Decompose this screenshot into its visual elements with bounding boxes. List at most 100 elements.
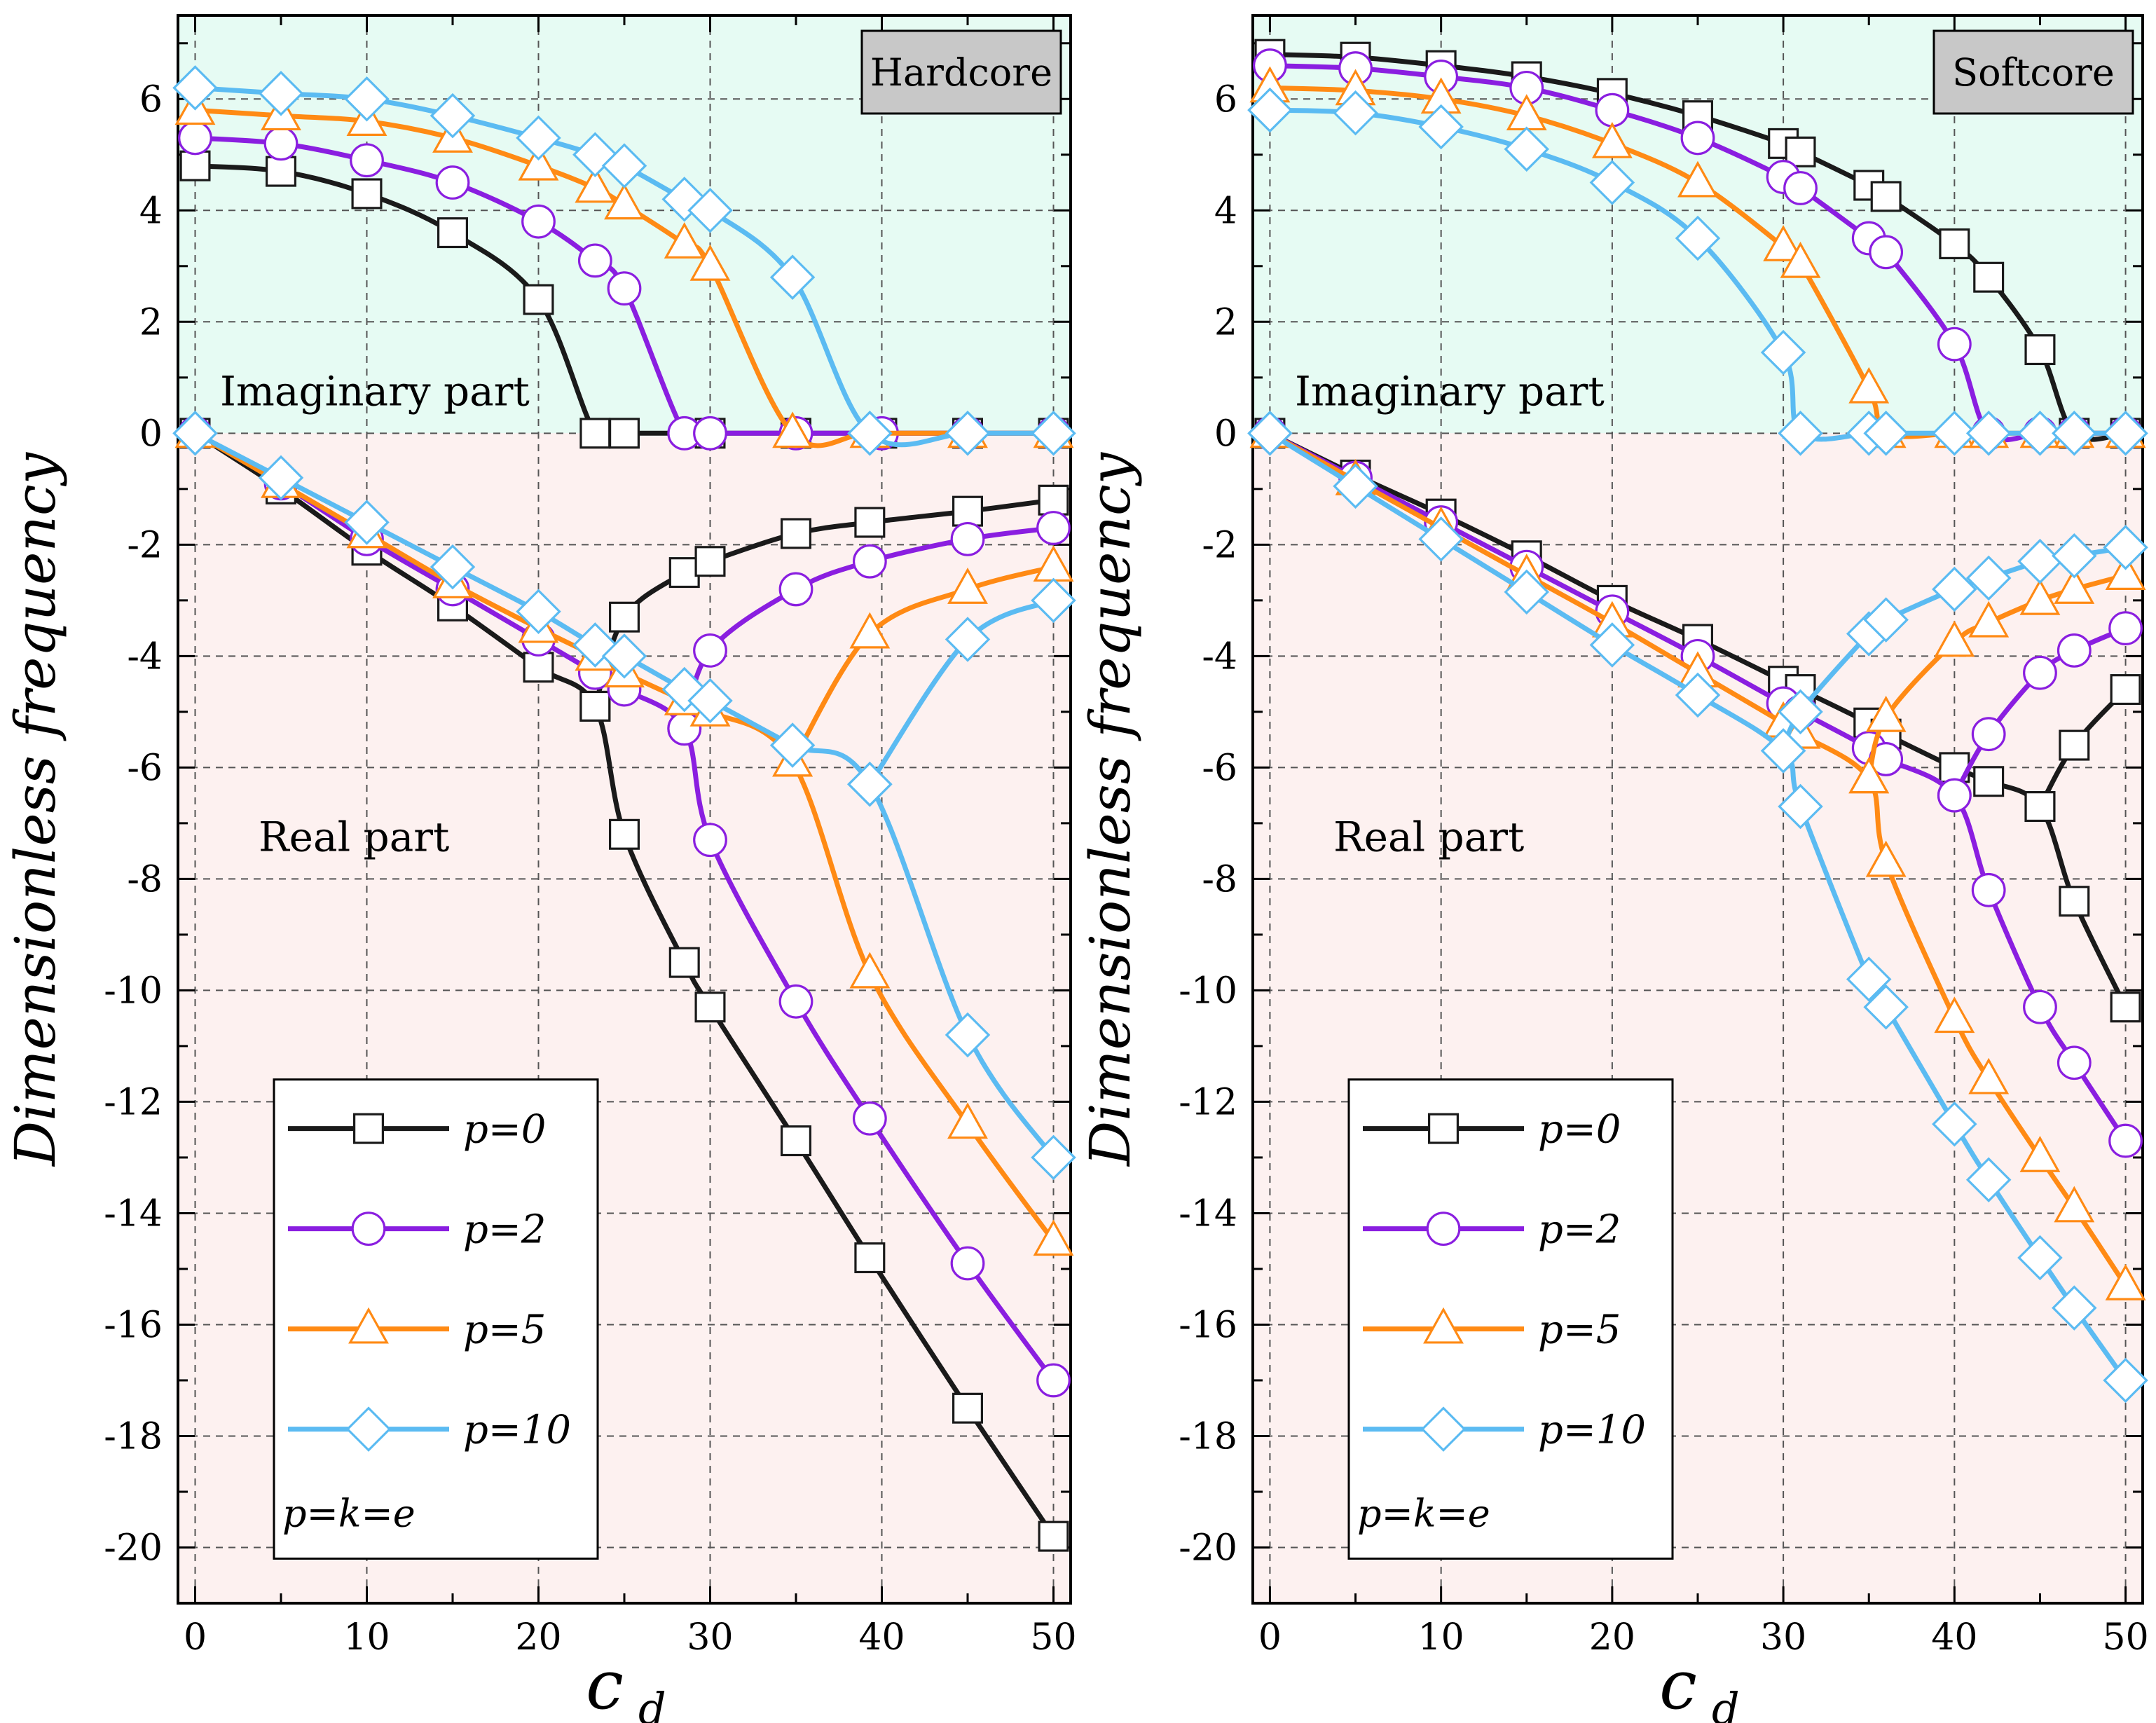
data-point-diamond-3-imag-1	[258, 71, 304, 116]
y-tick-label: 4	[139, 190, 163, 232]
data-point-square-0-real_upper-7	[1038, 484, 1069, 516]
x-tick-label: 10	[343, 1616, 390, 1659]
data-point-triangle-2-imag-6	[604, 183, 645, 220]
y-tick-label: -2	[127, 524, 163, 566]
x-tick-label: 20	[1589, 1616, 1635, 1659]
y-tick-label: 6	[1214, 78, 1237, 121]
x-tick-label: 10	[1418, 1616, 1464, 1659]
data-point-diamond-legend-3	[345, 1406, 392, 1452]
y-tick-label: -10	[104, 970, 163, 1012]
data-point-diamond-3-real_lower-12	[1031, 1134, 1076, 1181]
data-point-diamond-3-imag-14	[2103, 411, 2148, 456]
data-point-diamond-3-real_lower-1	[258, 455, 304, 501]
real-part-label: Real part	[1333, 814, 1524, 861]
data-point-square-0-real_upper-5	[854, 507, 886, 538]
data-point-circle-1-real_lower-13	[2057, 1045, 2092, 1080]
y-tick-label: -14	[104, 1193, 163, 1235]
data-point-circle-1-imag-7	[1783, 171, 1818, 205]
panel-softcore: 0 10 20 30 40 506420-2-4-6-8-10-12-14-16-18-2…	[1078, 14, 2149, 1723]
data-point-diamond-3-real_lower-6	[601, 633, 647, 679]
data-point-diamond-3-imag-1	[1333, 90, 1378, 136]
data-point-diamond-3-imag-2	[1418, 104, 1464, 150]
data-point-diamond-3-real_upper-7	[2052, 533, 2097, 579]
panel-tag-box	[1932, 29, 2134, 115]
data-point-square-0-real_upper-0	[2024, 791, 2056, 823]
data-point-triangle-2-imag-8	[1848, 366, 1890, 404]
data-point-diamond-3-real_lower-8	[687, 678, 733, 724]
legend-entry-label: p=10	[1538, 1408, 1646, 1453]
y-axis-title: Dimensionless frequency	[3, 451, 68, 1167]
panel-tag: Hardcore	[860, 29, 1062, 115]
data-point-square-0-imag-7	[1785, 136, 1816, 167]
legend-entry-label: p=2	[463, 1207, 546, 1253]
data-point-triangle-2-real_lower-12	[2019, 1136, 2061, 1172]
data-point-triangle-2-imag-7	[664, 222, 705, 259]
data-point-square-0-real_lower-14	[2110, 991, 2141, 1023]
series-p-10	[1247, 87, 2148, 1403]
data-point-circle-1-real_upper-5	[1036, 511, 1071, 545]
y-tick-label: -16	[104, 1304, 163, 1346]
data-point-circle-1-real_upper-0	[1937, 778, 1972, 813]
x-tick-label: 30	[1760, 1616, 1806, 1659]
data-point-circle-1-imag-3	[435, 165, 470, 200]
data-point-triangle-2-real_upper-3	[1968, 600, 2010, 638]
y-tick-label: -12	[104, 1081, 163, 1123]
data-point-triangle-2-imag-4	[518, 144, 559, 181]
data-point-diamond-3-real_upper-1	[1778, 689, 1823, 735]
real-part-label: Real part	[259, 814, 449, 861]
x-axis-title-main: c	[1659, 1646, 1697, 1723]
data-point-square-0-real_lower-7	[668, 947, 700, 978]
data-point-triangle-legend-2	[1423, 1307, 1464, 1344]
data-point-diamond-3-real_lower-0	[1247, 411, 1293, 456]
data-point-diamond-3-real_lower-2	[1418, 516, 1464, 562]
data-point-square-0-real_upper-6	[952, 495, 983, 527]
data-point-diamond-3-real_upper-4	[1932, 566, 1977, 612]
data-point-triangle-2-real_lower-10	[1934, 996, 1975, 1034]
data-point-square-legend-0	[353, 1113, 385, 1144]
data-point-diamond-3-imag-12	[2017, 411, 2063, 456]
data-point-triangle-2-real_upper-6	[2105, 554, 2146, 590]
y-tick-label: -6	[1202, 747, 1237, 789]
data-point-diamond-3-imag-9	[1863, 411, 1909, 456]
data-point-triangle-legend-2	[348, 1307, 389, 1344]
data-point-triangle-2-real_lower-14	[2105, 1263, 2146, 1300]
data-point-triangle-2-imag-8	[689, 244, 731, 281]
data-point-diamond-3-real_lower-11	[1965, 1157, 2012, 1202]
data-point-triangle-2-real_upper-1	[1865, 695, 1907, 732]
data-point-triangle-2-imag-4	[1591, 121, 1633, 158]
data-point-diamond-3-imag-3	[1504, 126, 1550, 172]
data-point-circle-1-imag-1	[263, 126, 298, 161]
data-point-diamond-3-real_lower-4	[1589, 622, 1635, 668]
data-point-square-0-imag-4	[523, 284, 554, 315]
legend-box	[273, 1078, 599, 1560]
data-point-triangle-2-real_lower-9	[1865, 840, 1907, 877]
data-point-triangle-2-imag-5	[1677, 160, 1718, 198]
data-point-triangle-2-imag-6	[1763, 225, 1804, 261]
data-point-diamond-3-imag-13	[2052, 411, 2097, 456]
data-point-diamond-3-imag-0	[172, 65, 218, 111]
data-point-circle-1-real_upper-4	[950, 521, 985, 556]
legend-entry-label: p=2	[1538, 1207, 1621, 1253]
data-point-diamond-3-real_lower-3	[1504, 569, 1550, 615]
data-point-circle-1-imag-4	[521, 204, 556, 239]
x-tick-label: 0	[1258, 1616, 1282, 1659]
data-point-circle-1-imag-4	[1595, 92, 1630, 128]
data-point-square-0-imag-1	[266, 156, 297, 187]
data-point-circle-1-imag-6	[607, 271, 642, 306]
legend-entry-label: p=0	[1538, 1107, 1621, 1153]
x-tick-label: 40	[1931, 1616, 1977, 1659]
data-point-diamond-3-real_lower-10	[1932, 1101, 1977, 1147]
data-point-circle-1-imag-2	[350, 143, 384, 178]
data-point-triangle-2-real_lower-13	[2054, 1186, 2095, 1223]
data-point-diamond-3-imag-0	[1247, 87, 1293, 133]
data-point-circle-legend-1	[1426, 1211, 1461, 1247]
data-point-diamond-3-real_upper-1	[945, 617, 991, 662]
data-point-square-0-real_lower-4	[523, 652, 554, 683]
data-point-diamond-3-real_lower-7	[1778, 783, 1823, 830]
data-point-diamond-3-imag-4	[516, 115, 561, 161]
data-point-circle-1-real_upper-1	[693, 633, 727, 668]
y-tick-label: -4	[127, 636, 163, 678]
data-point-circle-1-imag-5	[577, 243, 612, 278]
data-point-square-0-real_upper-2	[2110, 674, 2141, 706]
data-point-diamond-3-imag-10	[1932, 411, 1977, 456]
